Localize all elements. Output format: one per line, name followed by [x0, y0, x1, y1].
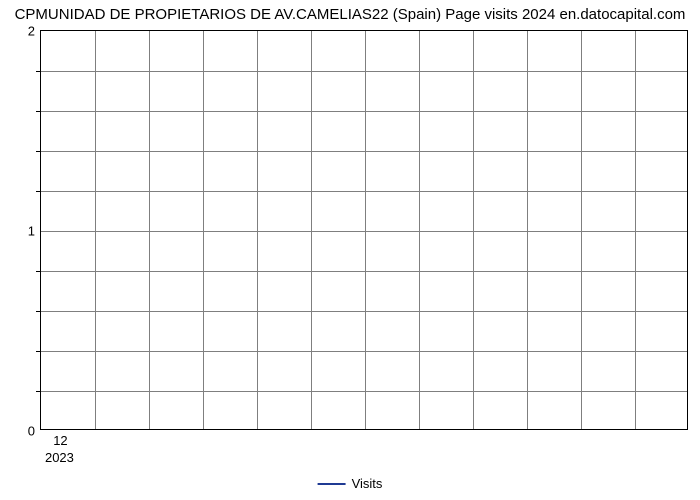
grid-vertical: [473, 31, 474, 429]
grid-horizontal: [41, 71, 687, 72]
grid-horizontal: [41, 311, 687, 312]
ytick-minor: [36, 151, 41, 152]
ytick-minor: [36, 191, 41, 192]
grid-vertical: [527, 31, 528, 429]
legend-line-icon: [318, 483, 346, 485]
chart-container: CPMUNIDAD DE PROPIETARIOS DE AV.CAMELIAS…: [0, 0, 700, 500]
xtick-label: 12: [53, 429, 67, 448]
ytick-label: 2: [28, 24, 41, 39]
grid-horizontal: [41, 351, 687, 352]
ytick-minor: [36, 351, 41, 352]
legend-label: Visits: [352, 476, 383, 491]
grid-vertical: [203, 31, 204, 429]
grid-vertical: [581, 31, 582, 429]
grid-horizontal: [41, 271, 687, 272]
grid-vertical: [95, 31, 96, 429]
grid-vertical: [311, 31, 312, 429]
grid-vertical: [149, 31, 150, 429]
grid-vertical: [365, 31, 366, 429]
grid-horizontal: [41, 391, 687, 392]
grid-vertical: [257, 31, 258, 429]
grid-horizontal: [41, 111, 687, 112]
ytick-minor: [36, 391, 41, 392]
grid-horizontal: [41, 191, 687, 192]
grid-vertical: [419, 31, 420, 429]
ytick-minor: [36, 311, 41, 312]
ytick-label: 0: [28, 424, 41, 439]
ytick-minor: [36, 111, 41, 112]
ytick-minor: [36, 271, 41, 272]
x-year-label: 2023: [45, 450, 74, 465]
legend: Visits: [318, 476, 383, 491]
chart-title: CPMUNIDAD DE PROPIETARIOS DE AV.CAMELIAS…: [0, 6, 700, 23]
grid-vertical: [635, 31, 636, 429]
grid-horizontal: [41, 231, 687, 232]
ytick-label: 1: [28, 224, 41, 239]
ytick-minor: [36, 71, 41, 72]
plot-area: 01212: [40, 30, 688, 430]
grid-horizontal: [41, 151, 687, 152]
